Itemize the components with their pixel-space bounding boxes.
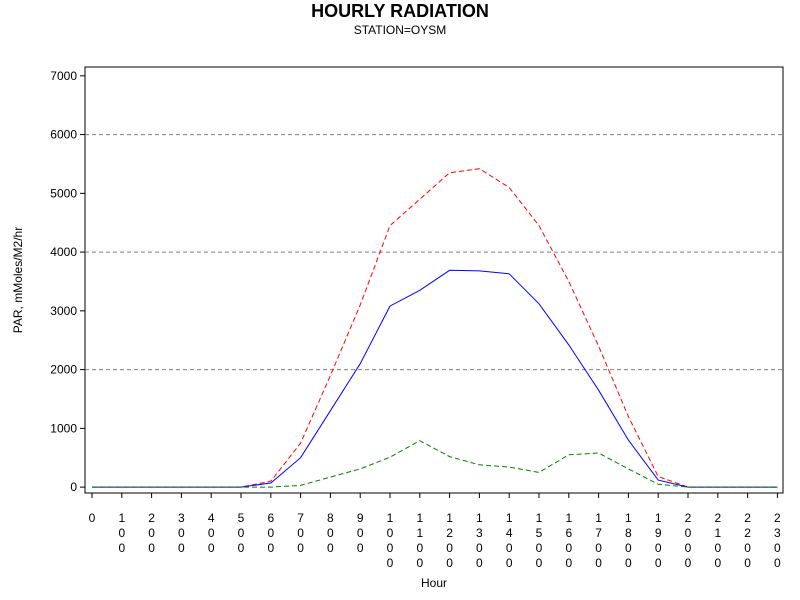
y-tick-label: 5000: [50, 186, 77, 200]
y-axis: 0 1000 2000 3000 4000 5000 6000 7000: [50, 69, 85, 494]
gridlines: [85, 134, 783, 371]
y-tick-label: 1000: [50, 421, 77, 435]
y-tick-label: 2000: [50, 363, 77, 377]
y-tick-label: 7000: [50, 69, 77, 83]
y-axis-label: PAR, mMoles/M2/hr: [11, 227, 25, 333]
chart-title: HOURLY RADIATION: [311, 1, 489, 21]
y-tick-label: 3000: [50, 304, 77, 318]
x-axis-label: Hour: [421, 576, 447, 590]
x-tick-label: 0: [89, 511, 96, 525]
series-lines: [92, 168, 778, 488]
series-line-1: [92, 168, 778, 488]
plot-frame: [84, 66, 784, 494]
y-tick-label: 4000: [50, 245, 77, 259]
y-tick-label: 0: [70, 480, 77, 494]
series-line-3: [92, 440, 778, 488]
chart-subtitle: STATION=OYSM: [353, 23, 447, 37]
series-line-2: [92, 269, 778, 488]
x-axis: 0 1 0 0 2 0 0 3 0 0 4 0 0 5 0 0 6 0 0 7 0 0 8 0 0 9 0 0 1 0 0 0 1 1 0 0 1 2 0 0…: [89, 493, 781, 570]
y-tick-label: 6000: [50, 128, 77, 142]
